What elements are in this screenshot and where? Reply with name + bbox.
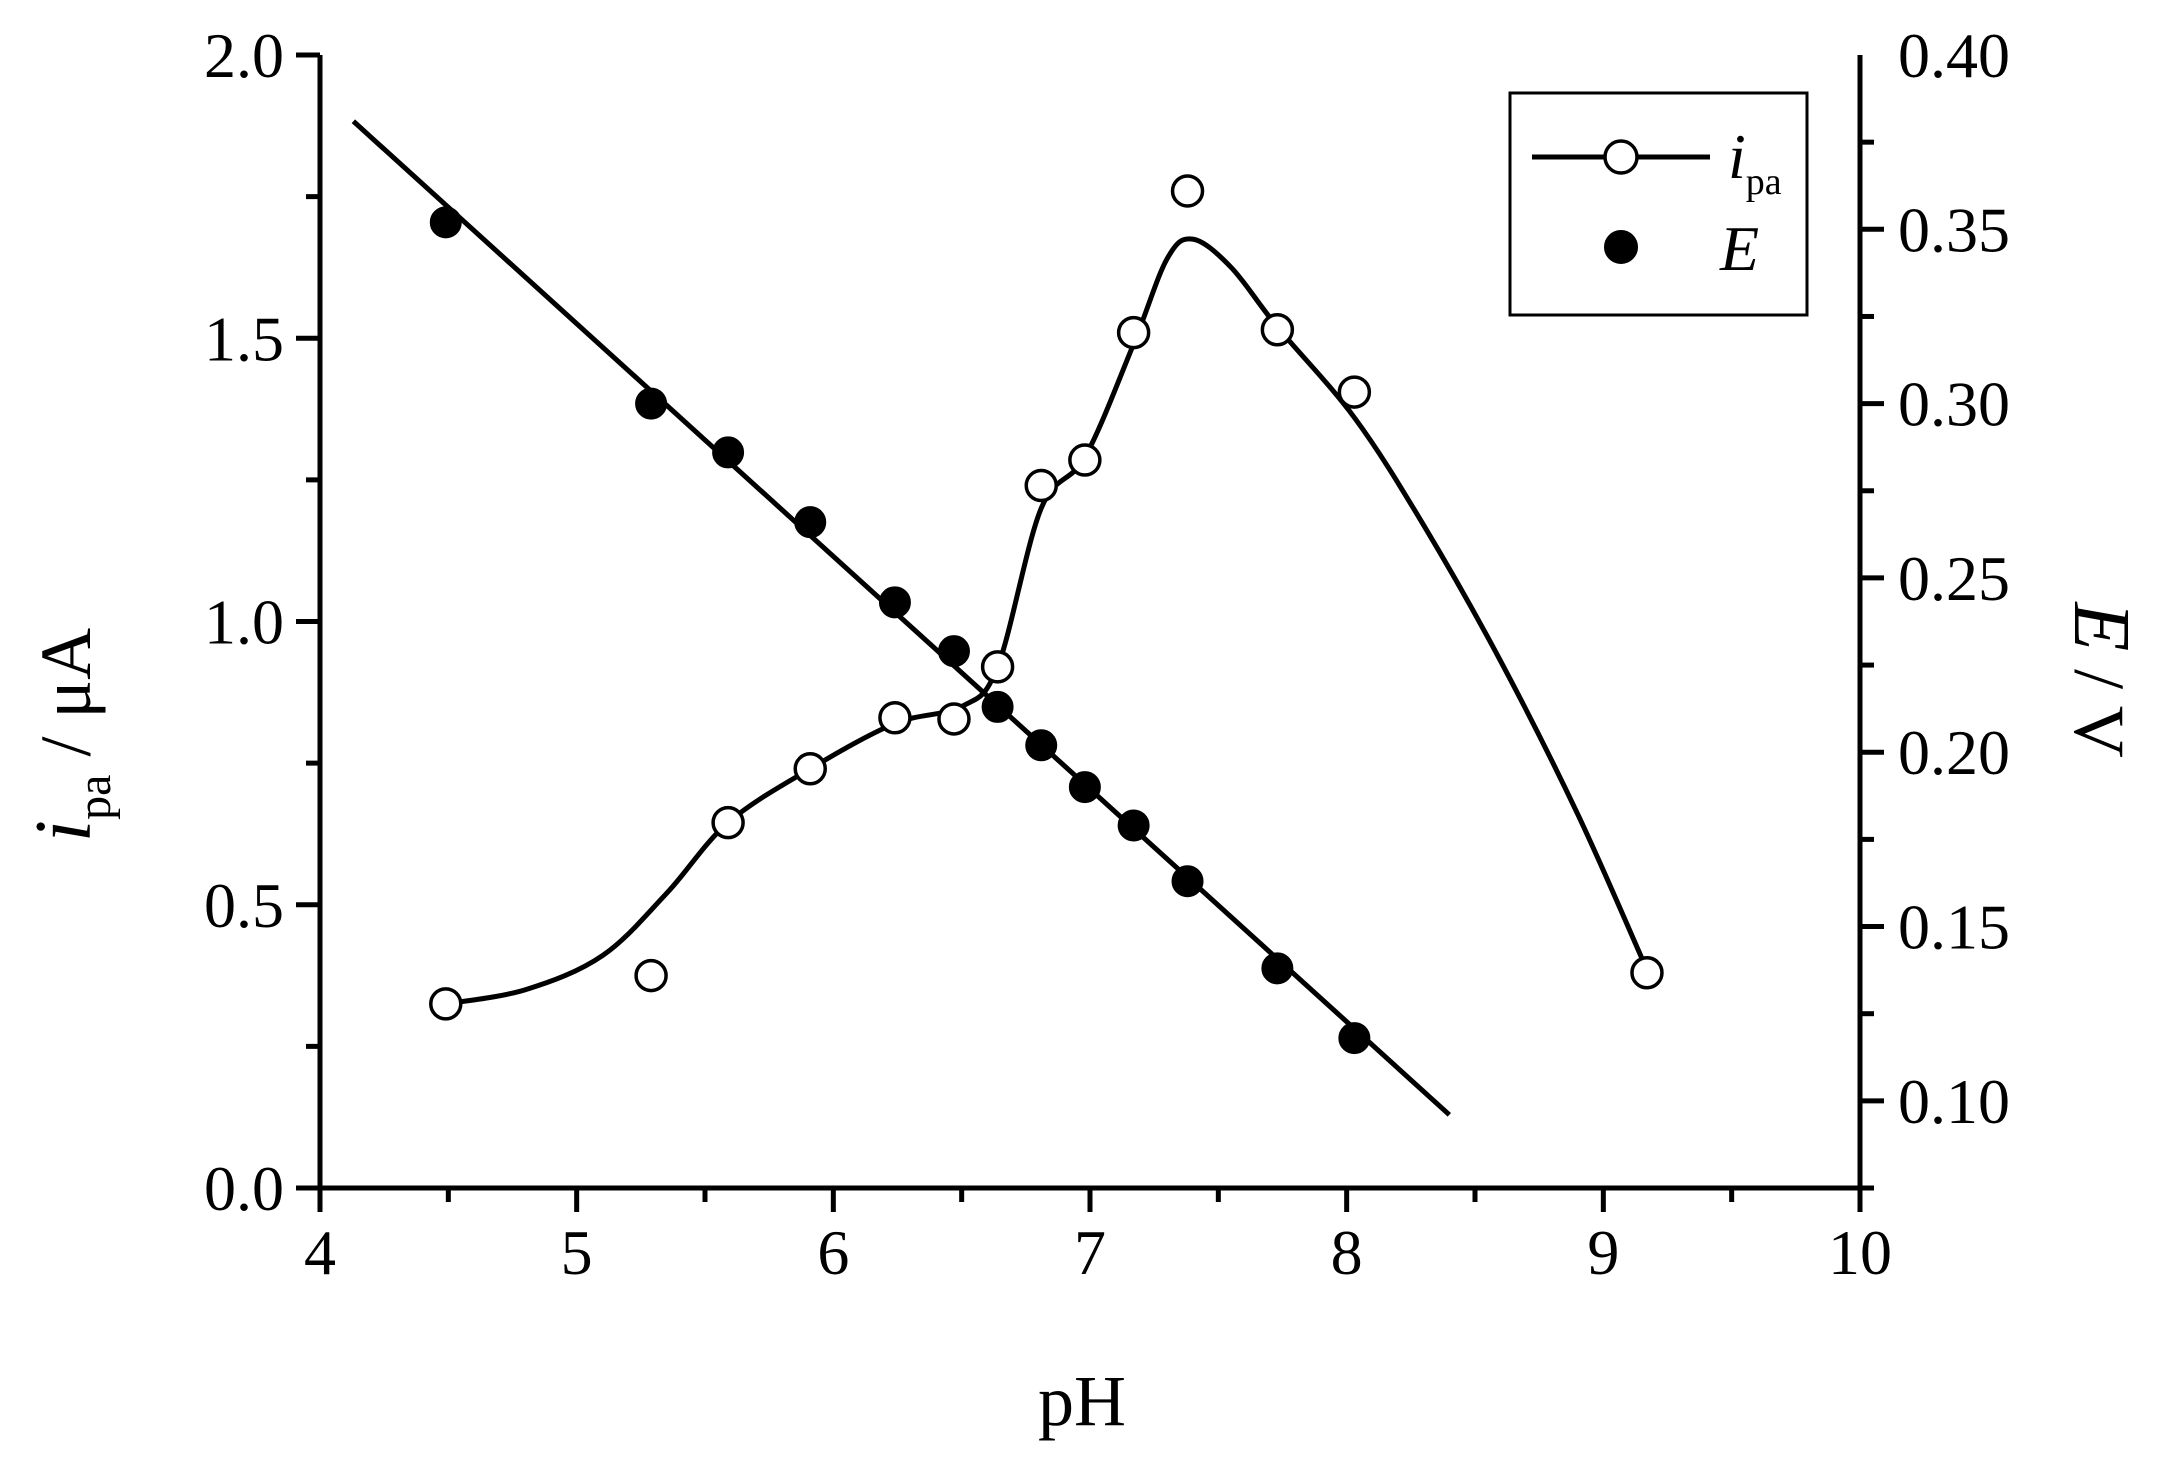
- y-left-tick-label: 0.0: [204, 1153, 284, 1224]
- e-data-point: [1068, 771, 1101, 804]
- x-tick-label: 10: [1828, 1217, 1892, 1288]
- x-tick-label: 8: [1331, 1217, 1363, 1288]
- curves: [351, 119, 1650, 1117]
- e-data-point: [1171, 865, 1204, 898]
- ipa-data-point: [1170, 174, 1205, 208]
- y-axis-right-title: E / V: [2057, 601, 2145, 758]
- ipa-data-point: [937, 702, 971, 736]
- ipa-curve: [445, 236, 1650, 1007]
- e-data-point: [937, 635, 970, 668]
- ipa-data-point: [1260, 313, 1295, 347]
- e-data-point: [1261, 952, 1294, 985]
- y-left-tick-label: 0.5: [204, 870, 284, 941]
- y-left-tick-label: 1.5: [204, 303, 284, 374]
- legend-ipa-label: ipa: [1728, 121, 1782, 203]
- x-tick-label: 5: [561, 1217, 593, 1288]
- y-right-tick-label: 0.20: [1898, 717, 2010, 788]
- y-right-tick-label: 0.25: [1898, 543, 2010, 614]
- axes: 4 5 6 7 8 9 10 0.0 0.5 1.0 1.5 2.0 0.10 0.15 0.20 0.25 0…: [204, 20, 2010, 1288]
- y-axis-right-symbol: E: [2057, 601, 2145, 651]
- ipa-data-point: [1068, 443, 1102, 477]
- x-tick-label: 6: [817, 1217, 849, 1288]
- x-tick-label: 4: [304, 1217, 336, 1288]
- e-data-point: [429, 206, 462, 239]
- ipa-data-point: [1116, 315, 1151, 350]
- ipa-data-point: [1337, 375, 1372, 409]
- legend-e-marker: [1604, 230, 1638, 264]
- y-axis-left-title: ipa / μA: [20, 628, 121, 842]
- legend-ipa-marker: [1603, 139, 1639, 175]
- e-fit-line: [351, 119, 1452, 1117]
- e-data-point: [1025, 729, 1058, 762]
- e-data-point: [981, 690, 1014, 723]
- y-axis-left-symbol: i: [20, 820, 108, 842]
- e-data-point: [794, 506, 827, 539]
- y-axis-left-unit: / μA: [26, 628, 106, 775]
- e-data-point: [878, 586, 911, 619]
- y-axis-right-unit: / V: [2059, 651, 2139, 758]
- legend-ipa-subscript: pa: [1746, 161, 1782, 203]
- x-tick-label: 9: [1587, 1217, 1619, 1288]
- ipa-data-point: [634, 958, 668, 993]
- ipa-data-point: [793, 752, 827, 786]
- ipa-data-point: [1024, 468, 1058, 503]
- e-data-point: [635, 387, 668, 420]
- legend: ipa E: [1508, 91, 1809, 317]
- points: [429, 174, 1664, 1055]
- y-right-tick-label: 0.15: [1898, 892, 2010, 963]
- legend-ipa-symbol: i: [1728, 121, 1746, 192]
- ipa-data-point: [1630, 955, 1664, 990]
- y-right-tick-label: 0.10: [1898, 1066, 2010, 1137]
- y-left-tick-label: 2.0: [204, 20, 284, 91]
- y-right-tick-label: 0.40: [1898, 20, 2010, 91]
- legend-e-symbol: E: [1719, 213, 1759, 284]
- ipa-data-point: [980, 650, 1015, 684]
- legend-box: [1508, 91, 1809, 317]
- e-data-point: [1117, 809, 1150, 842]
- y-left-tick-label: 1.0: [204, 587, 284, 658]
- y-right-tick-label: 0.35: [1898, 194, 2010, 265]
- ipa-data-point: [711, 805, 745, 840]
- e-data-point: [712, 436, 745, 469]
- y-axis-left-subscript: pa: [68, 775, 121, 820]
- x-tick-label: 7: [1074, 1217, 1106, 1288]
- ipa-data-point: [878, 701, 912, 735]
- legend-e-label: E: [1719, 213, 1759, 284]
- ipa-data-point: [429, 987, 463, 1021]
- y-right-tick-label: 0.30: [1898, 369, 2010, 440]
- x-axis-title: pH: [1038, 1361, 1126, 1441]
- e-data-point: [1338, 1022, 1371, 1055]
